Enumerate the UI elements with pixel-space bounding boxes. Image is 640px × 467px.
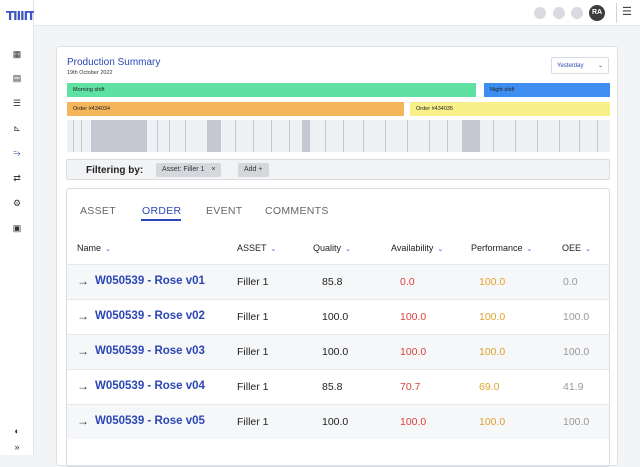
availability-cell: 100.0 bbox=[400, 311, 427, 323]
arrow-right-icon: → bbox=[77, 274, 89, 288]
oee-cell: 100.0 bbox=[563, 311, 590, 323]
top-bar: RA ☰ bbox=[34, 0, 640, 26]
chart-icon[interactable]: ⊾ bbox=[13, 123, 21, 133]
arrow-right-icon: → bbox=[77, 309, 89, 323]
detail-panel: ASSET ORDER EVENT COMMENTS Name ⌄ ASSET ⌄ … bbox=[66, 188, 610, 467]
summary-date: 19th October 2022 bbox=[67, 70, 113, 76]
filter-bar: Filtering by: Asset: Filler 1 × Add + bbox=[66, 159, 610, 180]
range-dropdown[interactable]: Yesterday ⌄ bbox=[551, 57, 609, 74]
list-icon[interactable]: ☰ bbox=[12, 98, 22, 108]
chevron-down-icon: ⌄ bbox=[526, 246, 533, 253]
notification-icon[interactable] bbox=[534, 7, 546, 19]
timeline-segment bbox=[207, 120, 221, 152]
chevron-down-icon: ⌄ bbox=[345, 246, 351, 253]
column-header-asset[interactable]: ASSET ⌄ bbox=[237, 243, 277, 253]
asset-cell: Filler 1 bbox=[237, 416, 269, 428]
arrow-right-icon: → bbox=[77, 414, 89, 428]
oee-cell: 100.0 bbox=[563, 416, 590, 428]
order-name-link[interactable]: W050539 - Rose v04 bbox=[95, 380, 205, 392]
oee-cell: 0.0 bbox=[563, 276, 578, 288]
table-row[interactable]: → W050539 - Rose v05 Filler 1 100.0 100.… bbox=[67, 404, 609, 439]
dashboard-icon[interactable]: ▦ bbox=[12, 49, 22, 59]
tab-event[interactable]: EVENT bbox=[206, 205, 243, 217]
column-header-performance[interactable]: Performance ⌄ bbox=[471, 243, 533, 253]
chevron-down-icon: ⌄ bbox=[105, 246, 111, 253]
theme-icon[interactable]: ◐ bbox=[14, 426, 20, 436]
table-row[interactable]: → W050539 - Rose v02 Filler 1 100.0 100.… bbox=[67, 299, 609, 334]
oee-cell: 100.0 bbox=[563, 346, 590, 358]
menu-icon[interactable]: ☰ bbox=[622, 6, 632, 18]
active-tab-indicator bbox=[141, 219, 181, 221]
performance-cell: 69.0 bbox=[479, 381, 500, 393]
availability-cell: 0.0 bbox=[400, 276, 415, 288]
quality-cell: 85.8 bbox=[322, 276, 343, 288]
table-row[interactable]: → W050539 - Rose v01 Filler 1 85.8 0.0 1… bbox=[67, 264, 609, 299]
app-logo: TIIIIT bbox=[6, 9, 35, 23]
chevron-down-icon: ⌄ bbox=[270, 246, 277, 253]
order-name-link[interactable]: W050539 - Rose v03 bbox=[95, 345, 205, 357]
quality-cell: 85.8 bbox=[322, 381, 343, 393]
timeline-segment bbox=[462, 120, 480, 152]
quality-cell: 100.0 bbox=[322, 346, 349, 358]
asset-cell: Filler 1 bbox=[237, 381, 269, 393]
column-header-availability[interactable]: Availability ⌄ bbox=[391, 243, 444, 253]
expand-icon[interactable]: » bbox=[14, 442, 20, 452]
asset-cell: Filler 1 bbox=[237, 346, 269, 358]
production-summary-card: Production Summary 19th October 2022 Yes… bbox=[56, 46, 618, 467]
table-row[interactable]: → W050539 - Rose v04 Filler 1 85.8 70.7 … bbox=[67, 369, 609, 404]
filter-chip-label: Asset: Filler 1 bbox=[162, 166, 205, 173]
close-icon[interactable]: × bbox=[211, 166, 216, 173]
availability-cell: 100.0 bbox=[400, 416, 427, 428]
arrow-right-icon: → bbox=[77, 344, 89, 358]
order-name-link[interactable]: W050539 - Rose v01 bbox=[95, 275, 205, 287]
avatar[interactable]: RA bbox=[589, 5, 605, 21]
tab-order[interactable]: ORDER bbox=[142, 205, 182, 217]
quality-cell: 100.0 bbox=[322, 416, 349, 428]
tab-comments[interactable]: COMMENTS bbox=[265, 205, 329, 217]
order-name-link[interactable]: W050539 - Rose v05 bbox=[95, 415, 205, 427]
table-row[interactable]: → W050539 - Rose v03 Filler 1 100.0 100.… bbox=[67, 334, 609, 369]
status-icon[interactable] bbox=[553, 7, 565, 19]
sidebar: TIIIIT ▦ ▤ ☰ ⊾ ⥲ ⇄ ⚙ ▣ ◐ » bbox=[0, 0, 35, 455]
column-header-quality[interactable]: Quality ⌄ bbox=[313, 243, 351, 253]
add-filter-button[interactable]: Add + bbox=[238, 163, 269, 177]
order-band-434034[interactable]: Order #434034 bbox=[67, 102, 404, 116]
timeline-segment bbox=[91, 120, 147, 152]
column-header-name[interactable]: Name ⌄ bbox=[77, 243, 111, 253]
divider bbox=[616, 3, 617, 23]
help-icon[interactable] bbox=[571, 7, 583, 19]
availability-cell: 70.7 bbox=[400, 381, 421, 393]
availability-cell: 100.0 bbox=[400, 346, 427, 358]
performance-cell: 100.0 bbox=[479, 311, 506, 323]
oee-cell: 41.9 bbox=[563, 381, 584, 393]
performance-cell: 100.0 bbox=[479, 346, 506, 358]
quality-cell: 100.0 bbox=[322, 311, 349, 323]
trend-icon[interactable]: ⥲ bbox=[13, 148, 21, 158]
filter-label: Filtering by: bbox=[86, 165, 144, 176]
order-name-link[interactable]: W050539 - Rose v02 bbox=[95, 310, 205, 322]
page-title: Production Summary bbox=[67, 57, 161, 68]
settings-icon[interactable]: ⚙ bbox=[12, 198, 22, 208]
filter-chip-asset[interactable]: Asset: Filler 1 × bbox=[156, 163, 222, 177]
calendar-icon[interactable]: ▣ bbox=[12, 223, 22, 233]
order-band-434035[interactable]: Order #434035 bbox=[410, 102, 610, 116]
asset-cell: Filler 1 bbox=[237, 311, 269, 323]
chevron-down-icon: ⌄ bbox=[597, 63, 603, 69]
timeline-segment bbox=[302, 120, 310, 152]
morning-shift-band[interactable]: Morning shift bbox=[67, 83, 476, 97]
range-dropdown-value: Yesterday bbox=[557, 63, 584, 69]
chevron-down-icon: ⌄ bbox=[585, 246, 591, 253]
tab-asset[interactable]: ASSET bbox=[80, 205, 116, 217]
state-timeline[interactable] bbox=[67, 120, 610, 152]
chevron-down-icon: ⌄ bbox=[437, 246, 444, 253]
arrow-right-icon: → bbox=[77, 379, 89, 393]
performance-cell: 100.0 bbox=[479, 416, 506, 428]
performance-cell: 100.0 bbox=[479, 276, 506, 288]
document-icon[interactable]: ▤ bbox=[12, 73, 22, 83]
column-header-oee[interactable]: OEE ⌄ bbox=[562, 243, 591, 253]
night-shift-band[interactable]: Night shift bbox=[484, 83, 610, 97]
asset-cell: Filler 1 bbox=[237, 276, 269, 288]
shift-icon[interactable]: ⇄ bbox=[13, 173, 21, 183]
